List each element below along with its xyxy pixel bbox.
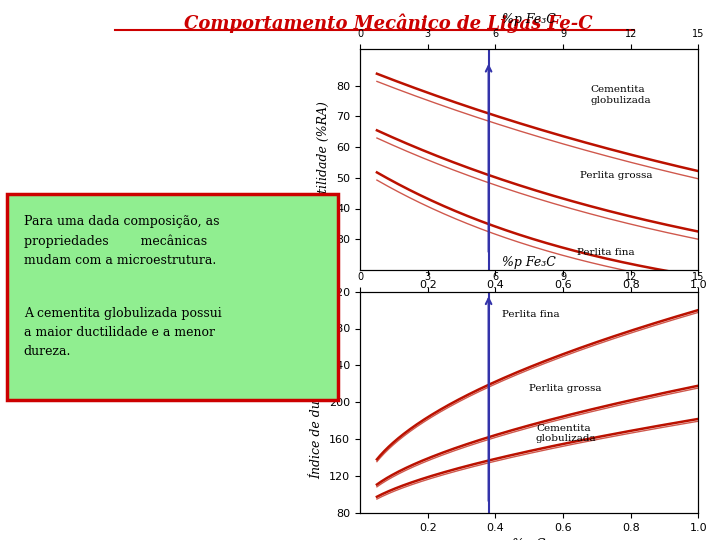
Text: A cementita globulizada possui
a maior ductilidade e a menor
dureza.: A cementita globulizada possui a maior d… — [24, 307, 222, 358]
Y-axis label: Ductilidade (%RA): Ductilidade (%RA) — [318, 101, 330, 218]
X-axis label: %p Fe₃C: %p Fe₃C — [503, 256, 556, 269]
Text: Perlita grossa: Perlita grossa — [529, 384, 602, 393]
X-axis label: %p C: %p C — [513, 295, 546, 308]
Text: Perlita grossa: Perlita grossa — [580, 171, 652, 180]
Text: Perlita fina: Perlita fina — [502, 310, 559, 320]
Text: Cementita
globulizada: Cementita globulizada — [590, 85, 651, 105]
Text: Para uma dada composição, as
propriedades        mecânicas
mudam com a microestr: Para uma dada composição, as propriedade… — [24, 215, 220, 267]
Text: Comportamento Mecânico de Ligas Fe-C: Comportamento Mecânico de Ligas Fe-C — [184, 14, 593, 33]
Y-axis label: Índice de dureza Brinell: Índice de dureza Brinell — [310, 326, 323, 478]
X-axis label: %p Fe₃C: %p Fe₃C — [503, 14, 556, 26]
Text: Cementita
globulizada: Cementita globulizada — [536, 424, 597, 443]
Text: Perlita fina: Perlita fina — [577, 248, 634, 256]
X-axis label: %p C: %p C — [513, 538, 546, 540]
FancyBboxPatch shape — [7, 194, 338, 400]
